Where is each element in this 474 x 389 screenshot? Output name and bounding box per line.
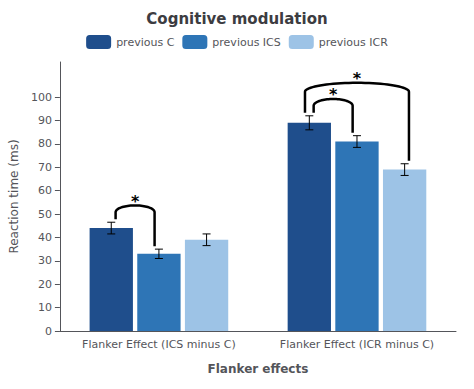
svg-text:40: 40	[38, 231, 52, 244]
svg-text:*: *	[353, 69, 362, 88]
svg-text:previous ICS: previous ICS	[212, 36, 280, 49]
svg-text:previous C: previous C	[116, 36, 175, 49]
svg-text:100: 100	[31, 91, 52, 104]
svg-text:Reaction time (ms): Reaction time (ms)	[7, 139, 21, 253]
svg-text:*: *	[131, 192, 140, 211]
svg-text:0: 0	[45, 325, 52, 338]
svg-text:30: 30	[38, 254, 52, 267]
svg-text:Flanker Effect (ICR minus C): Flanker Effect (ICR minus C)	[280, 338, 434, 351]
svg-text:previous ICR: previous ICR	[319, 36, 388, 49]
svg-text:80: 80	[38, 137, 52, 150]
svg-text:60: 60	[38, 184, 52, 197]
svg-text:Flanker Effect (ICS minus C): Flanker Effect (ICS minus C)	[82, 338, 236, 351]
svg-text:10: 10	[38, 301, 52, 314]
svg-text:50: 50	[38, 208, 52, 221]
svg-text:70: 70	[38, 161, 52, 174]
svg-text:Cognitive modulation: Cognitive modulation	[146, 10, 327, 28]
svg-text:90: 90	[38, 114, 52, 127]
svg-text:20: 20	[38, 278, 52, 291]
svg-text:*: *	[329, 85, 338, 104]
svg-text:Flanker effects: Flanker effects	[208, 362, 309, 376]
